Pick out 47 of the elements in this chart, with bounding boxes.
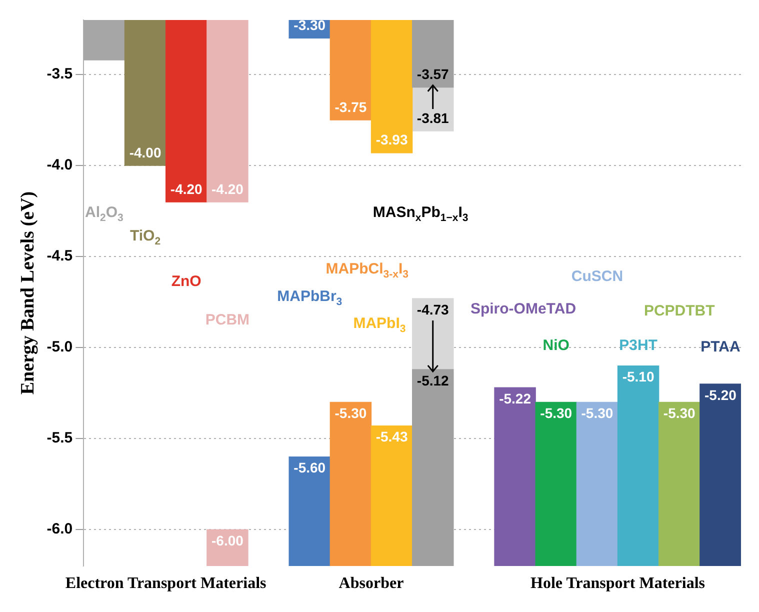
- y-tick-label: -4.5: [46, 248, 73, 265]
- x-tick-label: ZnO: [171, 273, 202, 290]
- bar: [124, 20, 166, 166]
- y-tick-label: -5.0: [46, 338, 73, 356]
- bar: [494, 387, 536, 566]
- data-label: -5.43: [376, 428, 408, 445]
- bar: [165, 20, 208, 202]
- data-label: -3.81: [416, 110, 450, 126]
- text: Absorber: [338, 575, 404, 592]
- y-tick-label: -6.0: [46, 520, 73, 538]
- data-label: -4.73: [416, 301, 450, 318]
- y-tick-label: -4.0: [46, 156, 73, 174]
- y-tick-label: -3.5: [46, 66, 73, 83]
- data-label: -4.20: [211, 180, 244, 197]
- data-label: -3.93: [376, 132, 408, 148]
- bar: [617, 365, 660, 566]
- y-tick-label: -5.5: [46, 430, 73, 447]
- bar: [700, 384, 741, 566]
- data-label: -3.57: [416, 66, 450, 82]
- data-label: -6.00: [211, 532, 244, 548]
- bar: [576, 402, 618, 566]
- text: Electron Transport Materials: [65, 575, 266, 592]
- x-tick-label: P3HT: [619, 336, 658, 354]
- x-tick-label: PTAA: [700, 338, 740, 356]
- y-axis-title: Energy Band Levels (eV): [17, 191, 38, 395]
- bar: [535, 402, 577, 566]
- data-label: -5.30: [540, 405, 572, 422]
- data-label: -5.30: [334, 405, 367, 422]
- text: Hole Transport Materials: [530, 575, 705, 592]
- data-label: -5.60: [294, 460, 326, 476]
- x-tick-label: PCPDTBT: [644, 302, 715, 320]
- data-label: -4.00: [129, 144, 162, 160]
- bar: [412, 298, 454, 370]
- data-label: -5.30: [663, 405, 696, 422]
- data-label: -3.30: [294, 17, 326, 34]
- data-label: -5.10: [622, 368, 654, 385]
- x-tick-label: Spiro-OMeTAD: [470, 300, 576, 318]
- x-tick-label: CuSCN: [571, 268, 624, 285]
- x-tick-label: PCBM: [205, 311, 250, 328]
- data-label: -5.12: [416, 372, 450, 388]
- data-label: -5.20: [704, 386, 737, 403]
- data-label: -5.22: [499, 390, 532, 406]
- data-label: -5.30: [581, 405, 614, 422]
- bar: [658, 402, 700, 566]
- data-label: -4.20: [170, 180, 203, 197]
- data-label: -3.75: [334, 98, 367, 115]
- x-tick-label: NiO: [542, 336, 570, 354]
